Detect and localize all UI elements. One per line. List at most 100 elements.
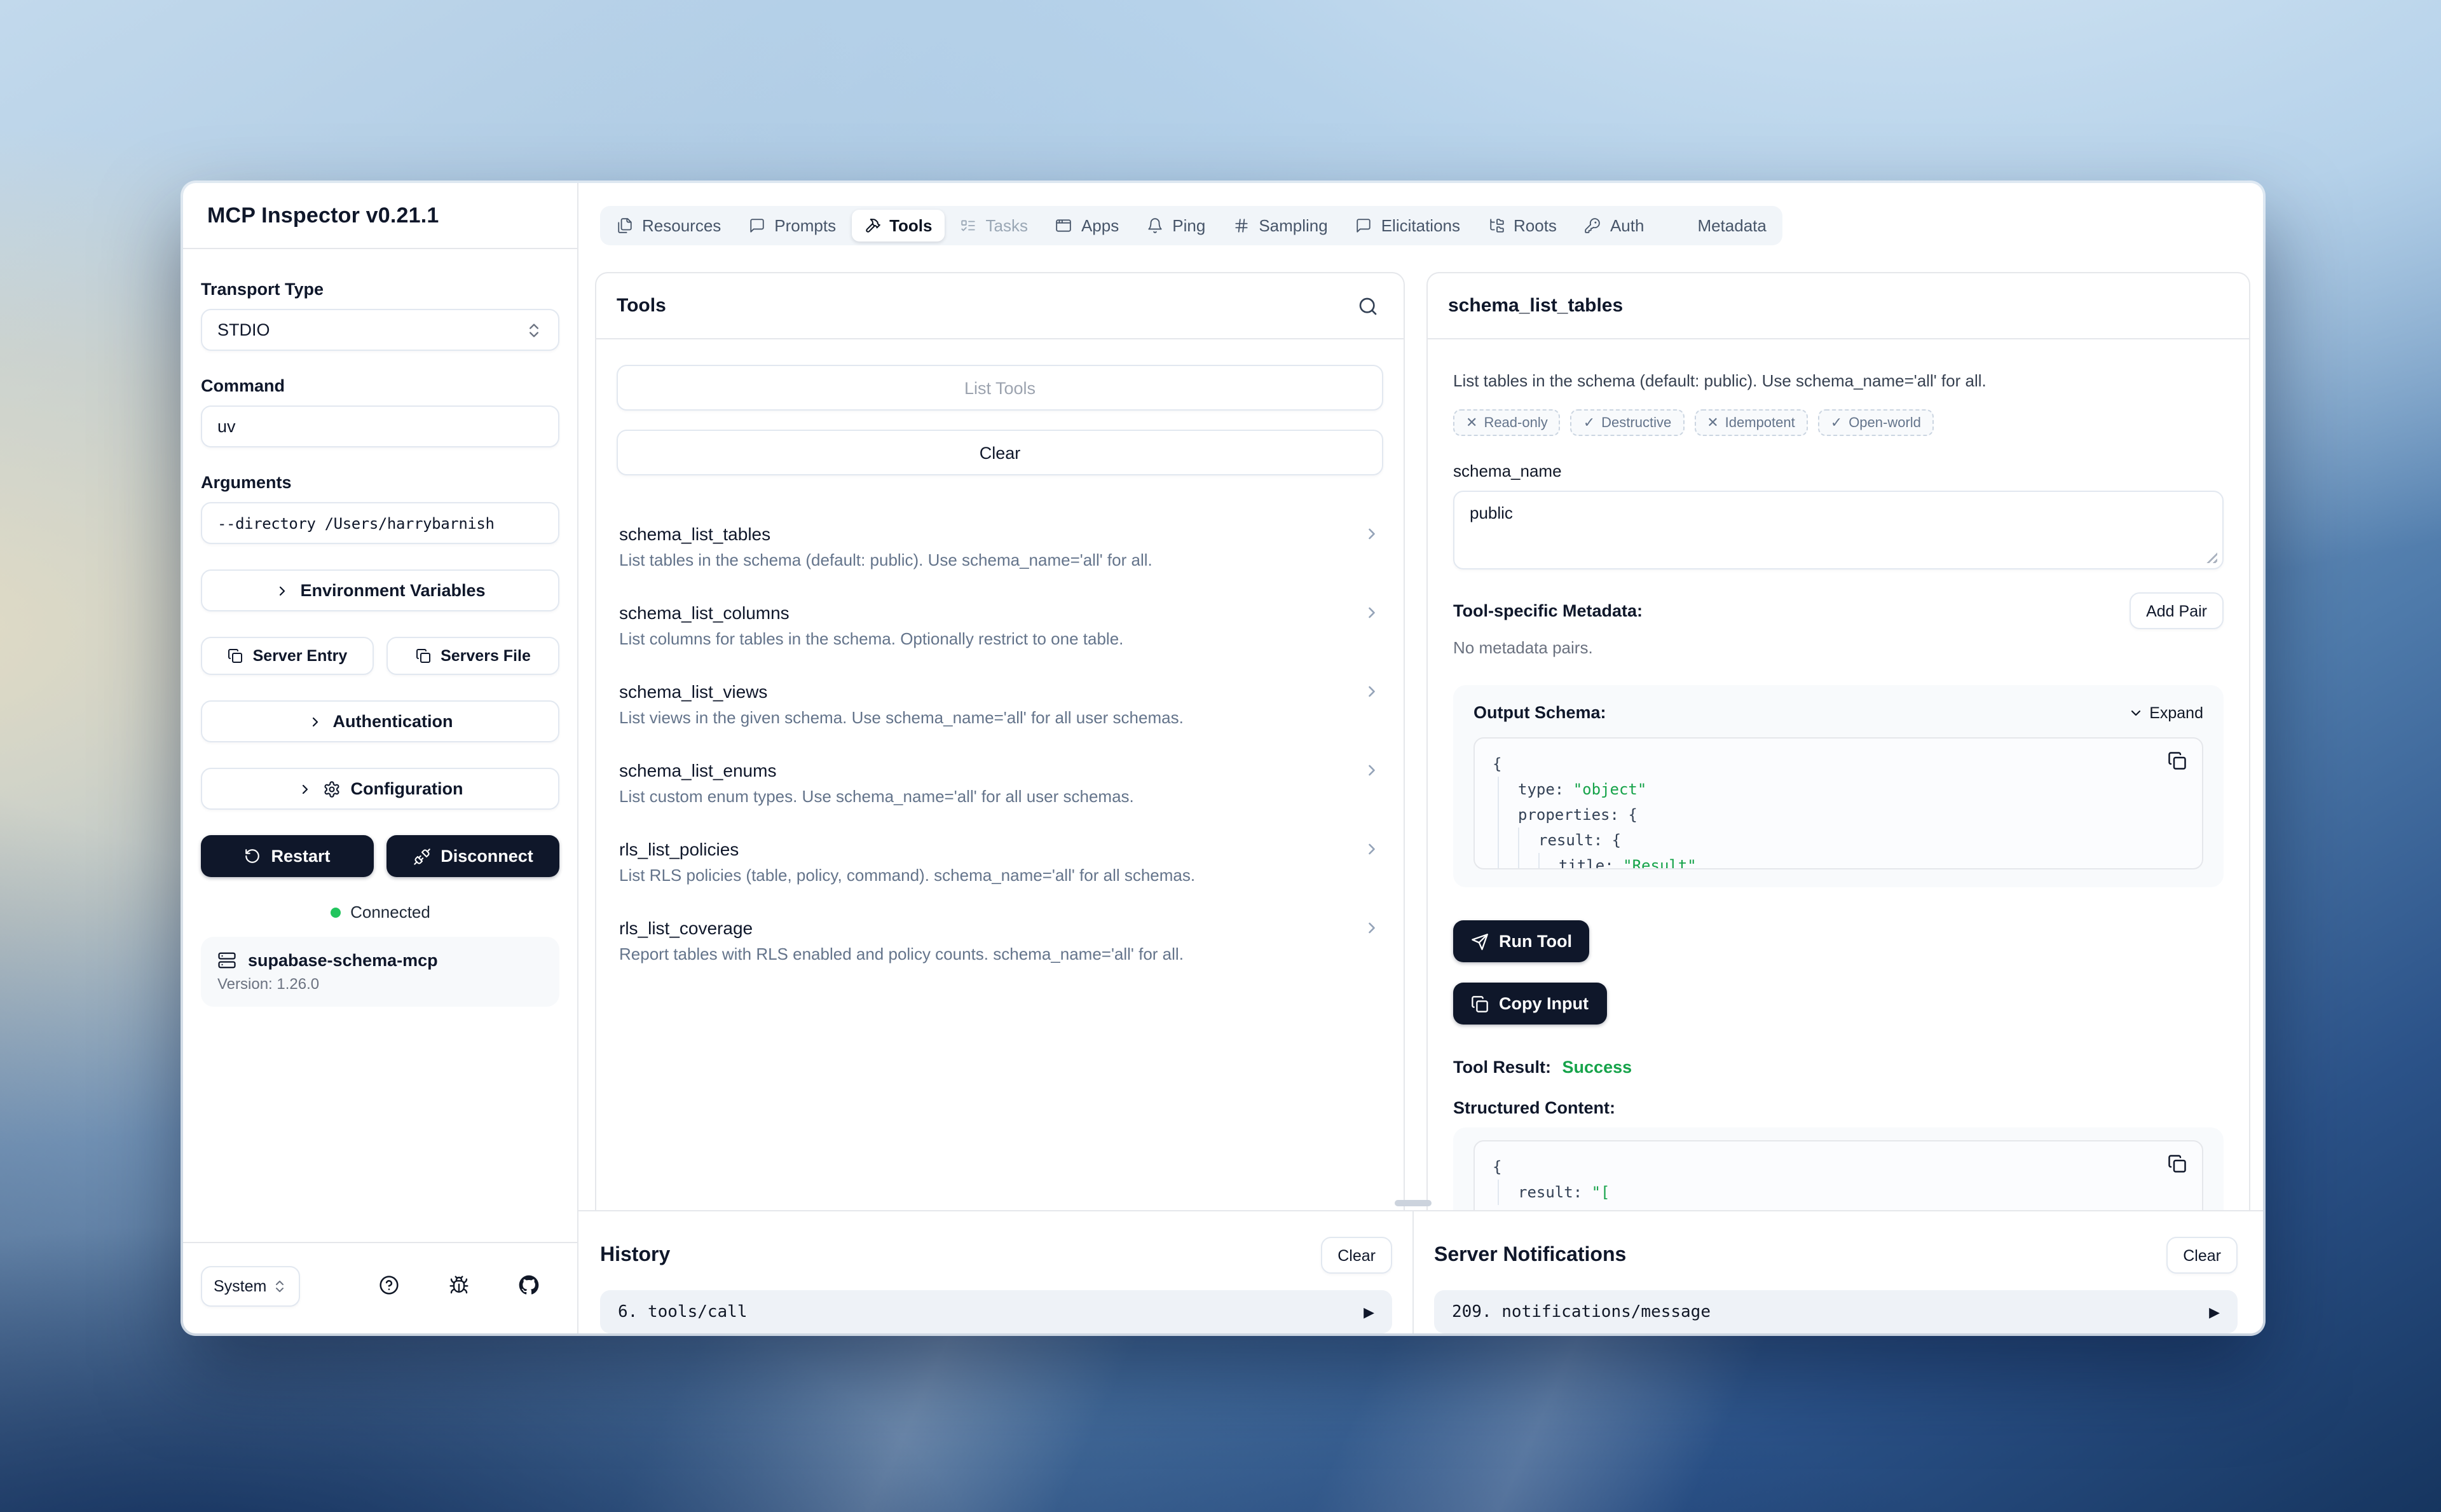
tool-item-row: schema_list_columns xyxy=(619,603,1381,623)
chevron-right-icon xyxy=(1363,919,1381,937)
authentication-label: Authentication xyxy=(332,712,453,731)
tab-prompts[interactable]: Prompts xyxy=(736,210,849,242)
tool-list-item[interactable]: schema_list_enums List custom enum types.… xyxy=(617,745,1383,824)
hash-icon xyxy=(1233,217,1250,234)
tab-auth[interactable]: Auth xyxy=(1572,210,1657,242)
tools-panel-title: Tools xyxy=(617,295,666,317)
code-string: "object" xyxy=(1573,780,1647,798)
copy-icon xyxy=(1471,995,1489,1012)
tab-metadata[interactable]: Metadata xyxy=(1659,210,1779,242)
annotation-badge: ✓ Open-world xyxy=(1817,409,1934,436)
sidebar: MCP Inspector v0.21.1 Transport Type STD… xyxy=(183,183,578,1333)
copy-structured-button[interactable] xyxy=(2168,1154,2187,1173)
tab-resources[interactable]: Resources xyxy=(604,210,734,242)
annotation-badge: ✕ Idempotent xyxy=(1694,409,1808,436)
tool-item-row: schema_list_enums xyxy=(619,760,1381,780)
environment-variables-label: Environment Variables xyxy=(300,581,486,600)
tab-roots[interactable]: Roots xyxy=(1475,210,1569,242)
chevron-right-icon xyxy=(1363,604,1381,622)
report-bug-button[interactable] xyxy=(449,1275,469,1295)
badge-mark: ✓ xyxy=(1583,416,1596,431)
indent-guide xyxy=(1498,1180,1518,1205)
tab-ping[interactable]: Ping xyxy=(1134,210,1218,242)
tab-sampling[interactable]: Sampling xyxy=(1220,210,1340,242)
tool-name: rls_list_coverage xyxy=(619,918,753,938)
chevron-right-icon xyxy=(1363,525,1381,543)
code-line: title: "Result" xyxy=(1493,853,2184,868)
tool-result-value: Success xyxy=(1562,1058,1632,1077)
app-window-icon xyxy=(1056,217,1072,234)
resize-handle-icon[interactable] xyxy=(2206,552,2217,563)
copy-input-button[interactable]: Copy Input xyxy=(1453,983,1606,1025)
list-tools-button[interactable]: List Tools xyxy=(617,365,1383,411)
github-button[interactable] xyxy=(519,1275,539,1295)
chevron-right-icon xyxy=(1363,683,1381,700)
add-pair-button[interactable]: Add Pair xyxy=(2130,592,2224,629)
tools-search-button[interactable] xyxy=(1358,296,1378,316)
run-tool-button[interactable]: Run Tool xyxy=(1453,920,1590,962)
tool-list-item[interactable]: schema_list_views List views in the given… xyxy=(617,666,1383,745)
configuration-label: Configuration xyxy=(350,779,463,798)
tool-list-item[interactable]: rls_list_coverage Report tables with RLS … xyxy=(617,902,1383,974)
servers-file-button[interactable]: Servers File xyxy=(386,637,559,675)
server-entry-button[interactable]: Server Entry xyxy=(201,637,374,675)
configuration-button[interactable]: Configuration xyxy=(201,768,559,810)
clear-history-button[interactable]: Clear xyxy=(1321,1237,1392,1274)
tab-elicitations[interactable]: Elicitations xyxy=(1343,210,1473,242)
files-icon xyxy=(617,217,633,234)
authentication-button[interactable]: Authentication xyxy=(201,700,559,742)
history-entry[interactable]: 6. tools/call ▶ xyxy=(600,1290,1392,1333)
disconnect-button[interactable]: Disconnect xyxy=(386,835,559,877)
message-square-icon xyxy=(749,217,765,234)
server-entry-label: Server Entry xyxy=(252,647,348,665)
arguments-input[interactable]: --directory /Users/harrybarnish xyxy=(201,502,559,544)
tool-list-item[interactable]: schema_list_tables List tables in the sch… xyxy=(617,508,1383,587)
tab-tasks[interactable]: Tasks xyxy=(948,210,1041,242)
unplug-icon xyxy=(413,847,430,865)
notification-entry[interactable]: 209. notifications/message ▶ xyxy=(1434,1290,2238,1333)
structured-content-section: {result: "[ xyxy=(1453,1127,2224,1210)
tab-tools[interactable]: Tools xyxy=(851,210,945,242)
clear-tools-button[interactable]: Clear xyxy=(617,430,1383,475)
gear-icon xyxy=(323,780,341,798)
transport-type-value: STDIO xyxy=(217,320,270,339)
indent-guide xyxy=(1498,802,1518,828)
tab-label: Ping xyxy=(1172,216,1206,235)
tool-list-item[interactable]: schema_list_columns List columns for tabl… xyxy=(617,587,1383,666)
horizontal-scrollbar[interactable] xyxy=(1395,1200,1432,1206)
history-entry-text: 6. tools/call xyxy=(618,1302,748,1321)
code-string: "[ xyxy=(1591,1183,1610,1201)
clear-notifications-button[interactable]: Clear xyxy=(2166,1237,2238,1274)
tab-label: Tools xyxy=(889,216,933,235)
chevrons-up-down-icon xyxy=(272,1279,287,1294)
transport-type-select[interactable]: STDIO xyxy=(201,309,559,351)
key-icon xyxy=(1585,217,1601,234)
param-input[interactable]: public xyxy=(1453,491,2224,569)
tab-label: Apps xyxy=(1081,216,1119,235)
command-input[interactable]: uv xyxy=(201,405,559,447)
tool-name: schema_list_tables xyxy=(619,524,771,544)
notification-entry-text: 209. notifications/message xyxy=(1452,1302,1711,1321)
copy-schema-button[interactable] xyxy=(2168,751,2187,770)
code-line: type: "object" xyxy=(1493,777,2184,802)
restart-label: Restart xyxy=(271,847,331,866)
tool-annotation-badges: ✕ Read-only ✓ Destructive ✕ Idempotent ✓ Open-w… xyxy=(1453,409,2224,436)
sidebar-footer: System xyxy=(183,1242,577,1333)
badge-mark: ✕ xyxy=(1707,416,1719,431)
expand-schema-button[interactable]: Expand xyxy=(2128,704,2203,721)
help-button[interactable] xyxy=(379,1275,399,1295)
metadata-heading: Tool-specific Metadata: xyxy=(1453,601,1643,620)
tool-list-item[interactable]: rls_list_policies List RLS policies (tabl… xyxy=(617,824,1383,902)
theme-select[interactable]: System xyxy=(201,1266,300,1307)
tab-apps[interactable]: Apps xyxy=(1043,210,1132,242)
restart-button[interactable]: Restart xyxy=(201,835,374,877)
mcp-inspector-window: MCP Inspector v0.21.1 Transport Type STD… xyxy=(183,183,2263,1333)
tool-description: List tables in the schema (default: publ… xyxy=(1453,371,1986,390)
environment-variables-button[interactable]: Environment Variables xyxy=(201,569,559,611)
folder-tree-icon xyxy=(1488,217,1505,234)
chevron-right-icon xyxy=(1363,761,1381,779)
badge-mark: ✕ xyxy=(1466,416,1478,431)
structured-content-heading: Structured Content: xyxy=(1453,1098,1615,1117)
restart-icon xyxy=(244,848,261,864)
bug-icon xyxy=(449,1275,469,1295)
